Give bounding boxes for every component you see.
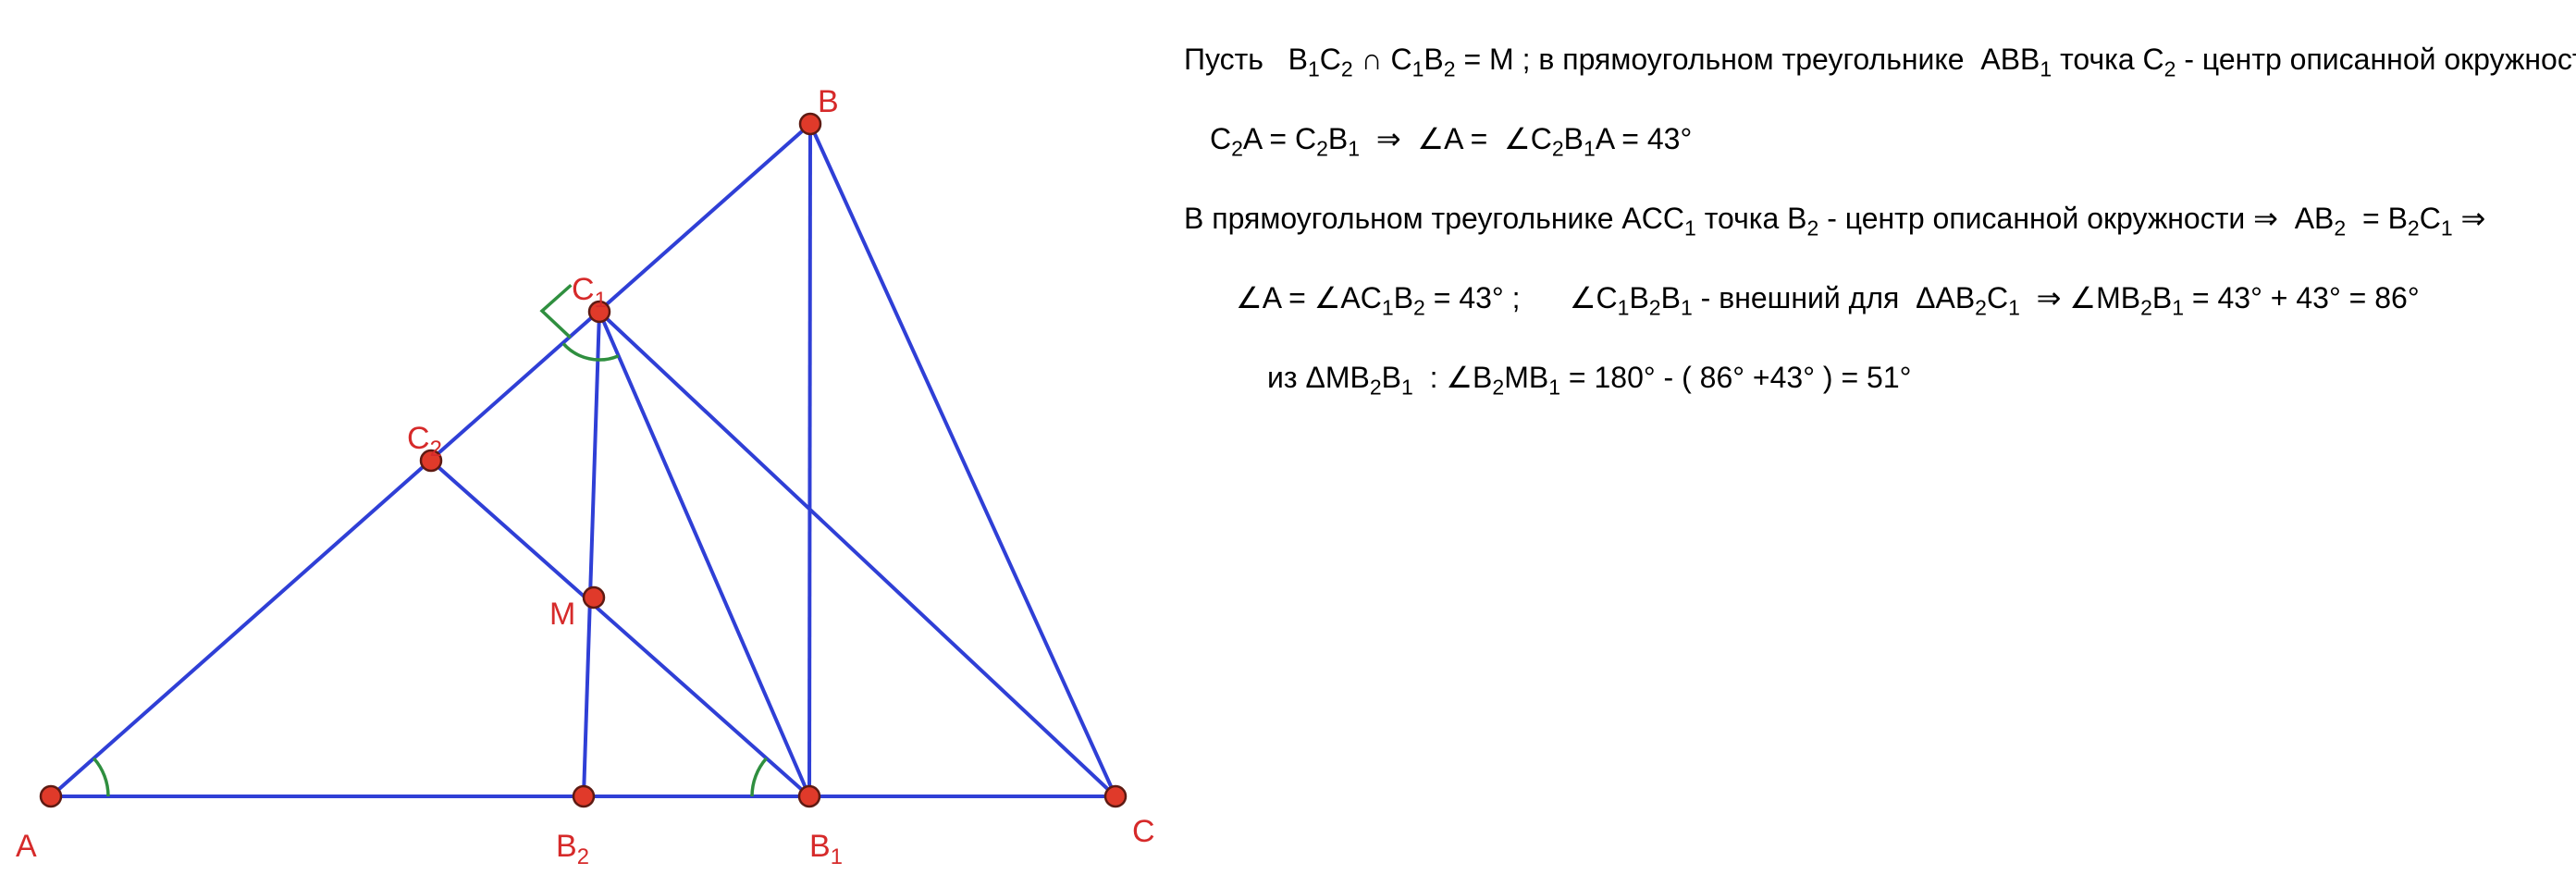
- proof-text: Пусть B1C2 ∩ C1B2 = M ; в прямоугольном …: [1165, 0, 2576, 887]
- proof-line-5: из ΔMB2B1 : ∠B2MB1 = 180° - ( 86° +43° )…: [1184, 355, 2576, 400]
- label-A: A: [16, 829, 37, 865]
- proof-line-2: C2A = C2B1 ⇒ ∠A = ∠C2B1A = 43°: [1184, 117, 2576, 161]
- label-B: B: [818, 84, 839, 120]
- proof-line-3: В прямоугольном треугольнике ACC1 точка …: [1184, 196, 2576, 240]
- label-C2: C2: [407, 421, 442, 457]
- label-B1: B1: [809, 829, 843, 865]
- label-C: C: [1132, 814, 1155, 850]
- proof-line-4: ∠A = ∠AC1B2 = 43° ; ∠C1B2B1 - внешний дл…: [1184, 276, 2576, 320]
- geometry-diagram: [0, 0, 1165, 887]
- label-B2: B2: [556, 829, 589, 865]
- label-C1: C1: [572, 272, 607, 308]
- proof-line-1: Пусть B1C2 ∩ C1B2 = M ; в прямоугольном …: [1184, 37, 2576, 81]
- diagram-pane: A C B B2 B1 C2 C1 M: [0, 0, 1165, 887]
- label-M: M: [549, 597, 575, 633]
